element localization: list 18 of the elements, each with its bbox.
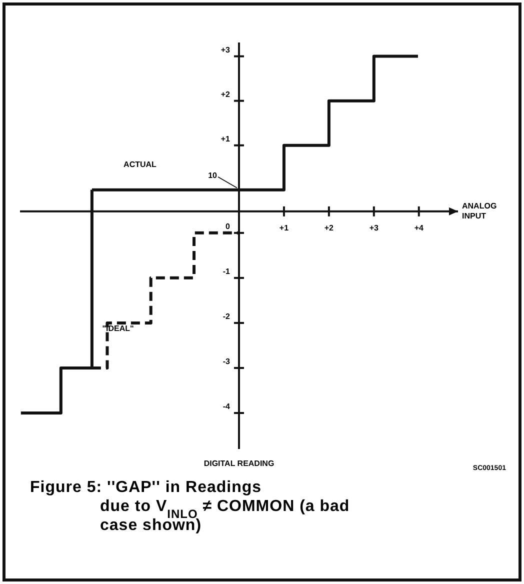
y2-tick-label: 0 — [226, 222, 231, 231]
text: DIGITAL READING — [204, 459, 274, 468]
y2-tick-label: -3 — [222, 356, 231, 366]
annotation: "IDEAL" — [102, 324, 134, 333]
y2-tick-label: -4 — [222, 402, 231, 411]
x-tick-label: +1 — [279, 223, 290, 232]
annotation: ACTUAL — [124, 160, 157, 169]
y-tick-label: +3 — [220, 45, 231, 54]
y2-tick-label: -1 — [222, 266, 231, 276]
x-axis-title: ANALOG INPUT — [462, 201, 497, 220]
x-tick-label: +3 — [369, 223, 380, 232]
x-tick-label: +2 — [324, 223, 334, 232]
y-tick-label: +1 — [220, 134, 231, 144]
x-tick-label: +4 — [414, 223, 424, 232]
annotation: 10 — [208, 170, 218, 180]
y2-tick-label: -2 — [222, 312, 231, 321]
text: Figure 5: ''GAP'' in Readings due to V$_{INLO}$ ≠ COMMON (a bad case shown) — [30, 479, 350, 534]
y-tick-label: +2 — [220, 90, 231, 99]
